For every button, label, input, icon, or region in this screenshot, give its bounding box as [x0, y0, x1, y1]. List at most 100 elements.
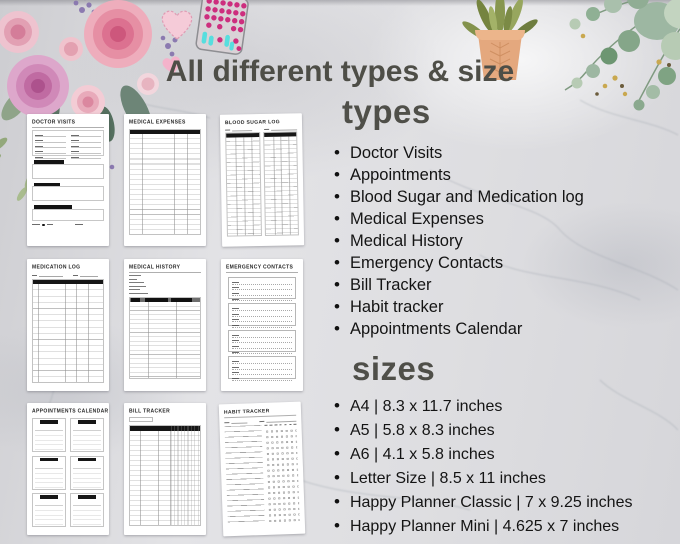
- mini-page-title-text: MEDICATION LOG: [32, 264, 81, 270]
- mini-header-segment: [171, 298, 192, 303]
- mini-label-dash: [232, 287, 239, 289]
- mini-label-dash: [73, 274, 78, 276]
- potted-plant-decoration: [462, 0, 538, 80]
- mini-contact-row: [232, 296, 292, 302]
- mini-contact-row: [232, 322, 292, 328]
- mini-info-row: [70, 143, 101, 149]
- info-column: types Doctor VisitsAppointmentsBlood Sug…: [330, 95, 678, 538]
- mini-field: [32, 273, 63, 277]
- mini-label-dash: [274, 424, 278, 426]
- mini-page-title-text: BILL TRACKER: [129, 408, 171, 414]
- size-item: A5 | 5.8 x 8.3 inches: [334, 418, 678, 442]
- mini-label-dash: [32, 274, 37, 276]
- mini-table-vline: [175, 302, 177, 379]
- mini-field: [264, 126, 298, 131]
- planner-page-bill-tracker: BILL TRACKER: [124, 403, 206, 535]
- mini-label-dash: [264, 424, 268, 426]
- mini-label-dash: [35, 140, 43, 142]
- mini-table-vline: [174, 134, 175, 234]
- mini-field: [73, 273, 98, 277]
- mini-contact-row: [232, 290, 292, 296]
- mini-table-vline: [158, 430, 159, 525]
- mini-page-title-text: EMERGENCY CONTACTS: [226, 264, 294, 270]
- mini-header-segment: [144, 298, 168, 303]
- mini-table-vline: [186, 134, 188, 234]
- mini-label-dash: [35, 145, 43, 147]
- mini-info-row: [70, 154, 101, 159]
- mini-info-col: [35, 132, 66, 159]
- type-item: Blood Sugar and Medication log: [334, 186, 678, 208]
- mini-field-line: [232, 127, 253, 132]
- size-item: Happy Planner Mini | 4.625 x 7 inches: [334, 514, 678, 538]
- mini-label-dash: [264, 128, 270, 130]
- mini-rule: [32, 127, 104, 128]
- mini-rule: [129, 271, 201, 273]
- mini-label-dash: [232, 308, 239, 310]
- mini-field-row: [32, 273, 104, 277]
- mini-section-bar: [34, 182, 60, 186]
- mini-month-box: [69, 418, 104, 452]
- mini-page-title: BLOOD SUGAR LOG: [225, 119, 297, 126]
- mini-section-bar: [34, 205, 72, 209]
- mini-table: [32, 278, 104, 383]
- sizes-heading: sizes: [352, 350, 436, 387]
- mini-label-dash: [129, 282, 144, 284]
- mini-page-title-text: APPOINTMENTS CALENDAR: [32, 408, 109, 414]
- mini-table-vline: [147, 302, 149, 379]
- mini-footer-dot: [42, 223, 45, 226]
- mini-rule: [226, 271, 298, 273]
- type-item: Emergency Contacts: [334, 252, 678, 274]
- type-item: Bill Tracker: [334, 274, 678, 296]
- planner-page-medical-history: MEDICAL HISTORY: [124, 258, 206, 391]
- mini-label-dash: [129, 275, 141, 277]
- mini-label-dash: [232, 351, 239, 353]
- mini-label-dash: [35, 135, 43, 136]
- planner-page-appointments-calendar: APPOINTMENTS CALENDAR: [27, 403, 109, 535]
- type-item: Appointments Calendar: [334, 318, 678, 340]
- mini-month-box: [32, 455, 67, 490]
- mini-info-row: [35, 148, 66, 154]
- mini-contact-box: [228, 356, 296, 381]
- mini-month-lines: [35, 426, 64, 450]
- mini-label-dash: [70, 156, 79, 158]
- mini-label-dash: [259, 420, 265, 423]
- mini-info-box: [32, 130, 104, 159]
- type-item: Medical History: [334, 230, 678, 252]
- mini-info-row: [35, 137, 66, 143]
- mini-day-row: [264, 423, 297, 427]
- stitched-heart-icon: [161, 10, 193, 40]
- mini-label-dash: [232, 345, 239, 347]
- mini-label-dash: [284, 424, 287, 425]
- mini-info-row: [35, 154, 66, 159]
- mini-month-box: [69, 493, 104, 527]
- mini-label-dash: [232, 281, 239, 283]
- mini-table-header: [130, 426, 200, 431]
- mini-month-box: [32, 493, 67, 527]
- mini-label-dash: [74, 224, 83, 226]
- mini-label-dash: [232, 361, 239, 363]
- mini-table: [129, 297, 201, 380]
- planner-page-emergency-contacts: EMERGENCY CONTACTS: [221, 258, 303, 391]
- mini-field-line: [231, 419, 248, 425]
- mini-label-dash: [70, 140, 79, 142]
- mini-footer-row: [32, 223, 104, 226]
- mini-section-box: [32, 186, 104, 201]
- mini-month-lines: [72, 463, 101, 488]
- mini-table-body: [33, 283, 103, 382]
- mini-page-title: MEDICAL HISTORY: [129, 264, 201, 271]
- mini-label-dash: [224, 422, 230, 424]
- mini-field: [259, 417, 297, 423]
- pill-organizer-icon: [195, 0, 249, 55]
- planner-grid: DOCTOR VISITS MEDICAL EXPENSES BLOOD SUGAR…: [27, 113, 306, 537]
- planner-page-medical-expenses: MEDICAL EXPENSES: [124, 114, 206, 246]
- eucalyptus-decoration: [564, 0, 680, 111]
- mini-table-right: [262, 131, 299, 236]
- page-title: All different types & size: [165, 55, 515, 88]
- type-item: Doctor Visits: [334, 142, 678, 164]
- mini-contact-row: [232, 349, 292, 355]
- mini-contact-row: [232, 317, 292, 323]
- mini-habit-circles: [264, 427, 300, 524]
- mini-page-title: MEDICATION LOG: [32, 264, 104, 271]
- mini-label-dash: [232, 366, 239, 368]
- mini-contact-row: [232, 375, 292, 381]
